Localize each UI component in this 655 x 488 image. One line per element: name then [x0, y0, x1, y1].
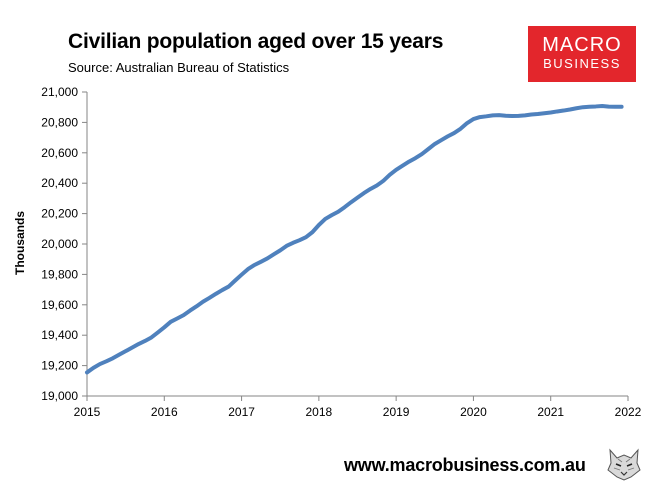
logo-line-1: MACRO [542, 34, 622, 56]
y-tick-label: 19,200 [41, 359, 78, 373]
chart-subtitle: Source: Australian Bureau of Statistics [68, 60, 290, 75]
wolf-icon [604, 446, 644, 482]
y-tick-label: 19,600 [41, 298, 78, 312]
x-tick-label: 2016 [151, 405, 178, 419]
y-tick-label: 19,000 [41, 389, 78, 403]
y-tick-label: 20,000 [41, 237, 78, 251]
website-url[interactable]: www.macrobusiness.com.au [344, 455, 586, 475]
y-axis-title: Thousands [13, 211, 27, 275]
x-tick-label: 2020 [460, 405, 487, 419]
y-tick-label: 20,200 [41, 207, 78, 221]
macrobusiness-logo[interactable]: MACRO BUSINESS [528, 26, 636, 82]
y-tick-label: 20,800 [41, 115, 78, 129]
y-tick-label: 20,600 [41, 146, 78, 160]
y-tick-label: 20,400 [41, 176, 78, 190]
logo-line-2: BUSINESS [543, 56, 621, 71]
x-tick-label: 2018 [306, 405, 333, 419]
x-tick-label: 2019 [383, 405, 410, 419]
y-tick-label: 19,400 [41, 328, 78, 342]
series-line-civilian-population [85, 103, 624, 375]
y-tick-label: 19,800 [41, 267, 78, 281]
x-tick-label: 2021 [537, 405, 564, 419]
x-tick-label: 2015 [74, 405, 101, 419]
x-tick-label: 2017 [228, 405, 255, 419]
chart-title: Civilian population aged over 15 years [68, 30, 444, 53]
x-axis: 2015 2016 2017 2018 2019 2020 2021 2022 [74, 395, 642, 419]
y-axis: 19,000 19,200 19,400 19,600 19,800 20,000 20,2… [41, 85, 88, 403]
x-tick-label: 2022 [615, 405, 642, 419]
y-tick-label: 21,000 [41, 85, 78, 99]
